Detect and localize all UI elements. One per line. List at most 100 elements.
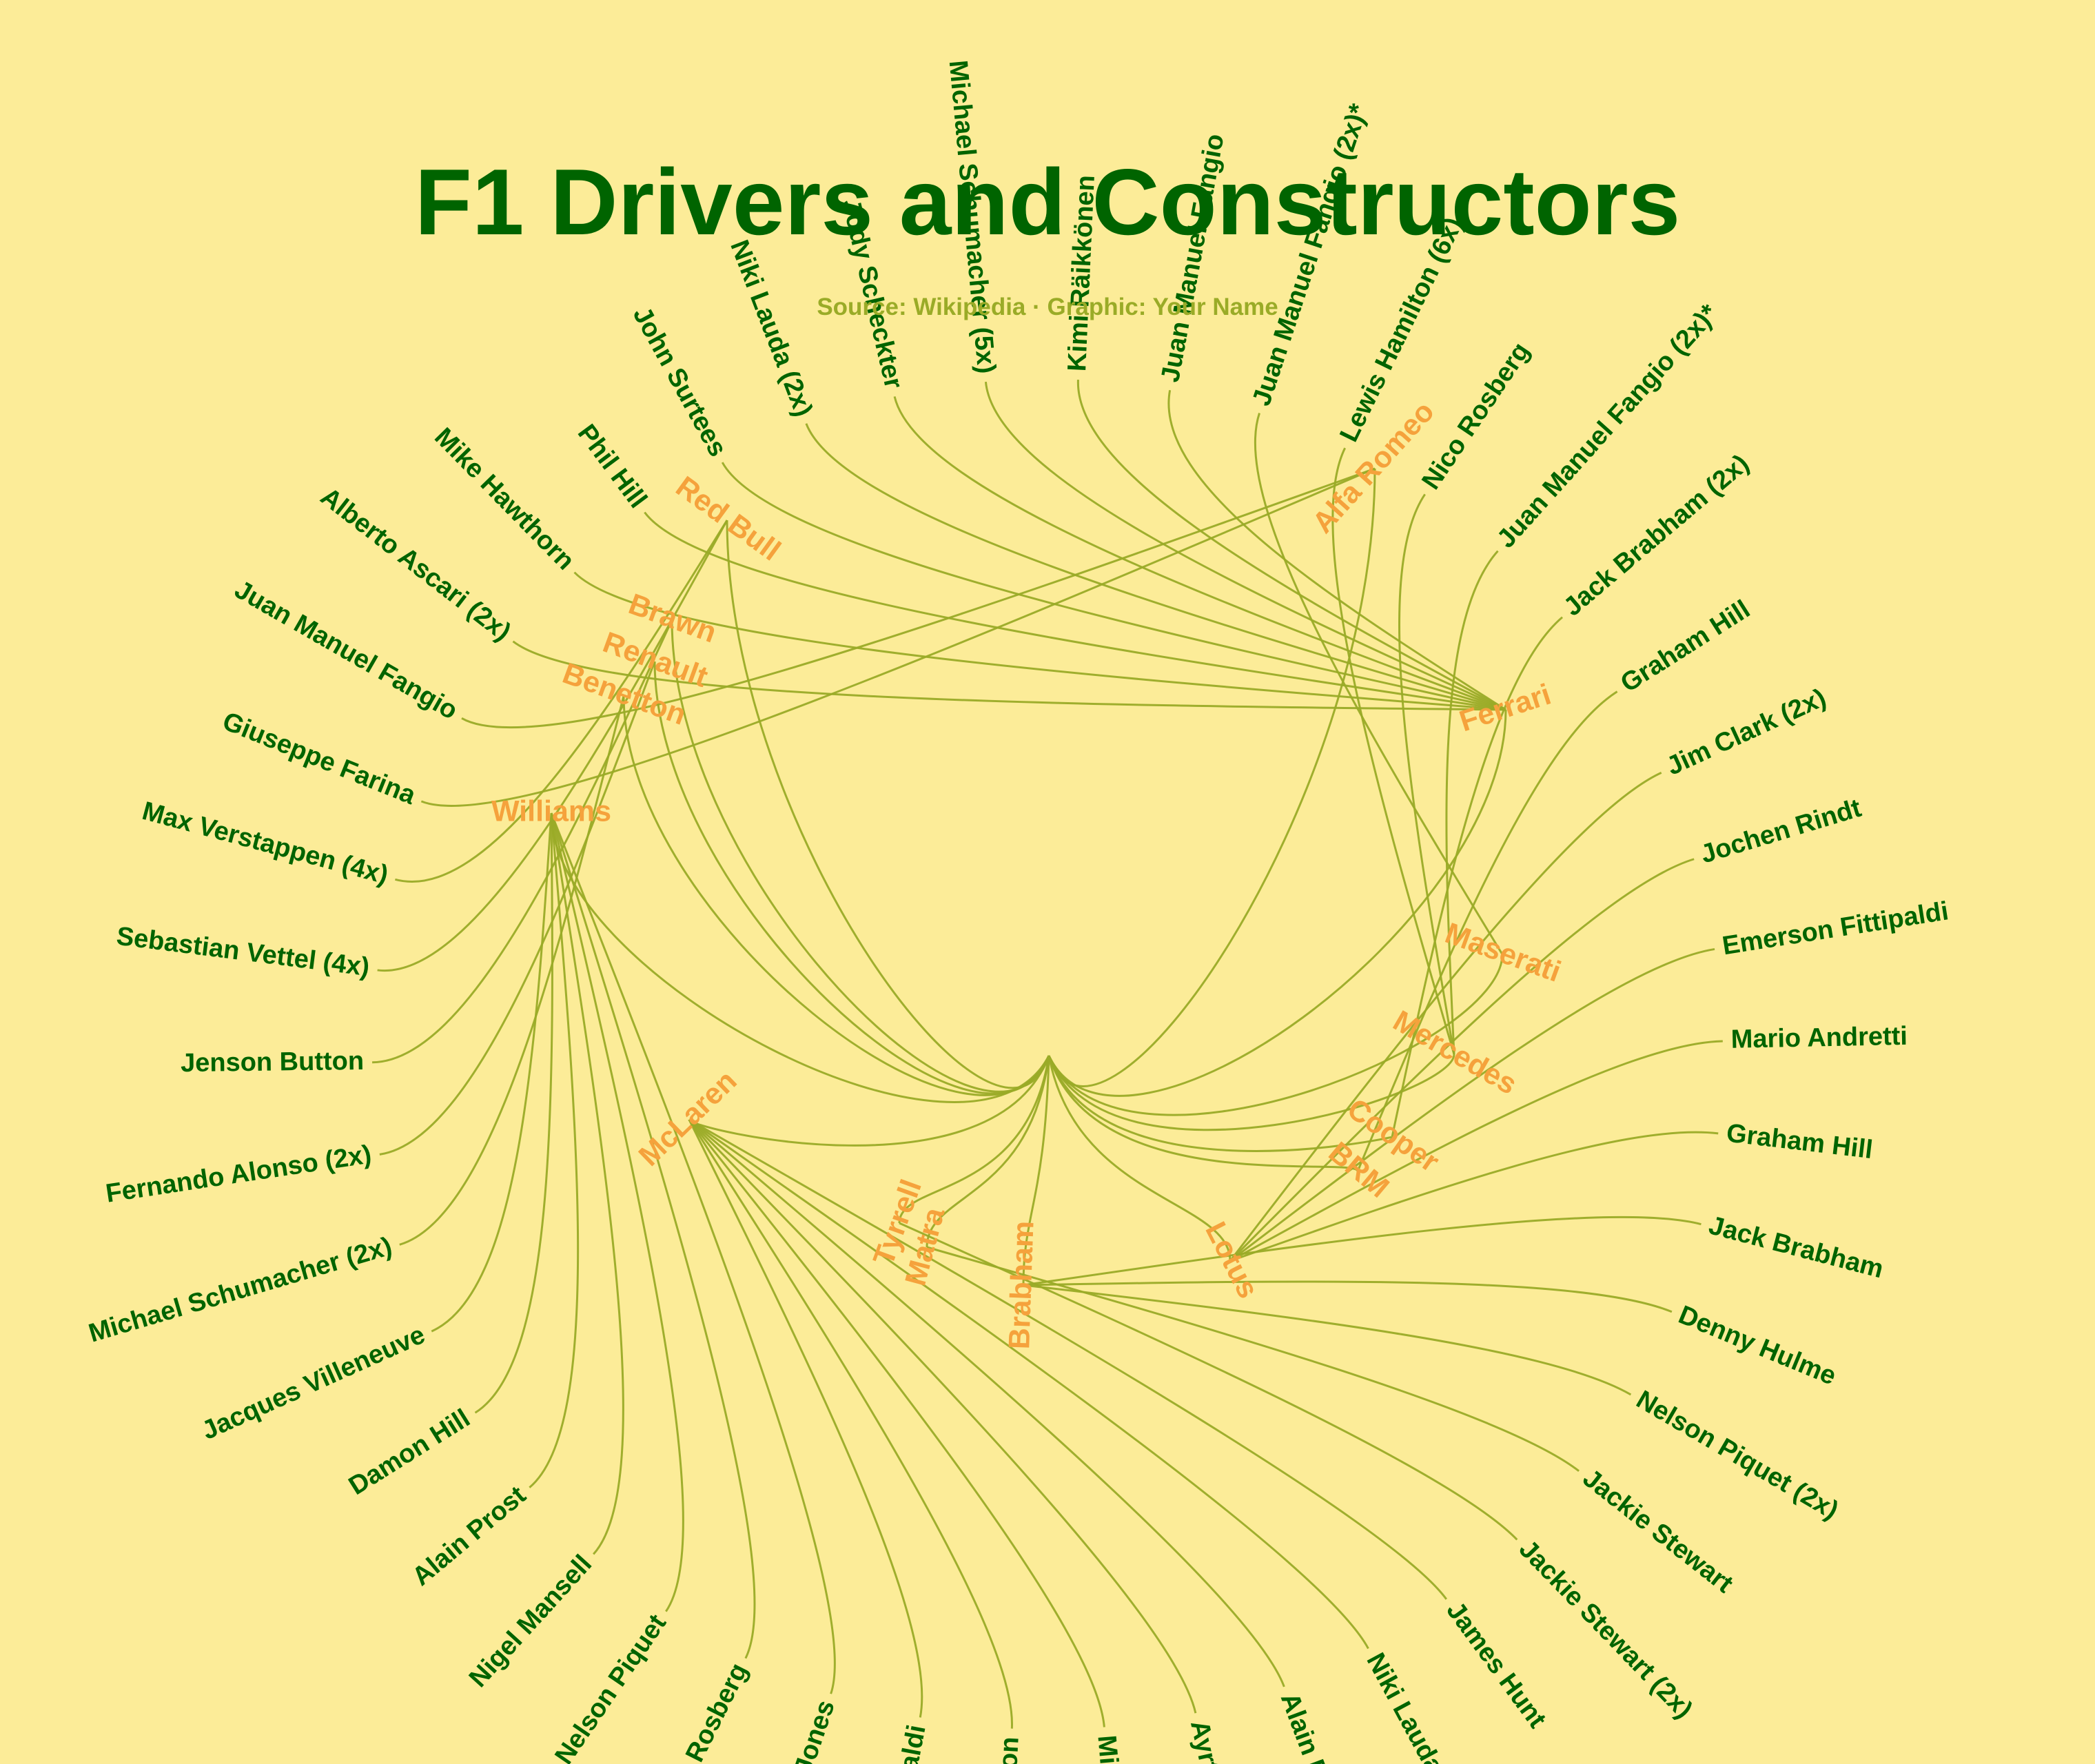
driver-label: Alain Prost [407, 1481, 531, 1592]
link-root-williams [550, 812, 1050, 1103]
driver-label: Mika Häkkinen (2x) [1092, 1734, 1141, 1764]
link-williams-alan-jones [550, 812, 836, 1694]
link-lotus-jim-clark-2x [1229, 771, 1662, 1262]
link-ferrari-mike-hawthorn [573, 571, 1506, 711]
link-mclaren-ayrton-senna-3x [688, 1118, 1197, 1714]
link-ferrari-niki-lauda-2x [805, 423, 1506, 711]
link-root-lotus [1048, 1055, 1232, 1262]
driver-label: Jochen Rindt [1697, 794, 1865, 870]
link-brm-graham-hill [1356, 690, 1618, 1172]
driver-label: Jenson Button [181, 1047, 364, 1078]
link-ferrari-michael-schumacher-5x [984, 381, 1506, 711]
link-ferrari-john-surtees [721, 462, 1506, 711]
link-matra-jackie-stewart [926, 1246, 1580, 1473]
source-credit: Source: Wikipedia · Graphic: Your Name [817, 294, 1278, 320]
link-brabham-nelson-piquet-2x [1023, 1284, 1632, 1396]
driver-label: Mario Andretti [1730, 1022, 1908, 1054]
link-ferrari-alberto-ascari-2x [512, 640, 1506, 711]
driver-label: Jack Brabham [1706, 1211, 1886, 1284]
link-mercedes-nico-rosberg [1398, 493, 1455, 1055]
driver-label: Emerson Fittipaldi [860, 1723, 932, 1764]
link-williams-alain-prost [529, 812, 580, 1488]
driver-label: Jackie Stewart (2x) [1513, 1535, 1698, 1724]
link-alfa-romeo-giuseppe-farina [420, 467, 1376, 807]
link-mclaren-james-hunt [688, 1118, 1447, 1600]
link-mclaren-niki-lauda [688, 1118, 1369, 1650]
driver-label: Keke Rosberg [649, 1659, 754, 1764]
link-ferrari-jody-scheckter [893, 396, 1506, 711]
driver-label: Graham Hill [1615, 595, 1755, 698]
driver-label: Jacques Villeneuve [198, 1320, 429, 1446]
driver-label: John Surtees [627, 302, 733, 461]
link-mclaren-mika-hakkinen-2x [688, 1119, 1105, 1727]
link-brabham-denny-hulme [1023, 1280, 1673, 1313]
driver-label: Nelson Piquet (2x) [1631, 1385, 1843, 1525]
link-williams-nigel-mansell [550, 812, 624, 1555]
link-red-bull-sebastian-vettel-4x [377, 520, 728, 972]
link-root-benetton [622, 695, 1050, 1096]
driver-label: Michael Schumacher (2x) [85, 1232, 396, 1348]
driver-label: Emerson Fittipaldi [1720, 896, 1950, 961]
driver-label: Niki Lauda [1360, 1648, 1449, 1764]
link-root-brawn [671, 619, 1050, 1093]
driver-label: Giuseppe Farina [218, 707, 420, 811]
driver-label: Damon Hill [344, 1404, 475, 1501]
driver-label: Graham Hill [1725, 1119, 1874, 1165]
link-brawn-jenson-button [372, 619, 673, 1064]
link-mclaren-lewis-hamilton [688, 1119, 1013, 1729]
link-maserati-juan-manuel-fangio-2x [1254, 413, 1504, 955]
link-root-matra [926, 1055, 1050, 1248]
link-root-brabham [1022, 1055, 1050, 1286]
driver-label: Jackie Stewart [1577, 1464, 1739, 1599]
link-ferrari-phil-hill [644, 511, 1506, 711]
link-ferrari-juan-manuel-fangio [1167, 389, 1506, 711]
driver-label: Juan Manuel Fangio [229, 575, 462, 726]
driver-label: Jim Clark (2x) [1662, 684, 1830, 781]
driver-label: Mike Hawthorn [429, 422, 580, 575]
link-williams-nelson-piquet [550, 812, 684, 1612]
link-root-cooper [1048, 1055, 1393, 1152]
link-lotus-graham-hill [1229, 1131, 1719, 1262]
link-tyrrell-jackie-stewart-2x [899, 1222, 1518, 1541]
driver-label: Ayrton Senna (3x) [1185, 1718, 1262, 1764]
link-root-mercedes [1048, 1054, 1455, 1131]
links-layer [372, 379, 1723, 1729]
link-red-bull-max-verstappen-4x [395, 520, 728, 883]
constructor-label-williams: Williams [491, 794, 611, 828]
link-mclaren-alain-prost-3x [688, 1118, 1285, 1688]
link-mercedes-juan-manuel-fangio-2x [1445, 550, 1499, 1055]
driver-label: Lewis Hamilton [985, 1736, 1025, 1764]
link-lotus-jochen-rindt [1229, 858, 1695, 1262]
driver-label: Niki Lauda (2x) [724, 236, 818, 420]
driver-label: Max Verstappen (4x) [139, 797, 391, 890]
link-root-red-bull [726, 520, 1050, 1089]
link-root-brm [1048, 1055, 1359, 1172]
driver-label: Phil Hill [572, 419, 653, 513]
link-root-alfa-romeo [1048, 468, 1376, 1087]
constructor-label-maserati: Maserati [1441, 916, 1565, 989]
link-alfa-romeo-juan-manuel-fangio [461, 467, 1376, 729]
driver-label: Nelson Piquet [549, 1609, 672, 1764]
link-mclaren-emerson-fittipaldi [688, 1119, 923, 1718]
link-root-mclaren [688, 1055, 1050, 1147]
driver-label: Denny Hulme [1675, 1300, 1840, 1391]
link-williams-jacques-villeneuve [431, 812, 553, 1333]
page-title: F1 Drivers and Constructors [414, 150, 1681, 254]
link-renault-fernando-alonso-2x [379, 661, 656, 1156]
link-williams-damon-hill [474, 812, 553, 1414]
link-lotus-emerson-fittipaldi [1229, 947, 1715, 1262]
link-ferrari-kimi-raikkonen [1076, 379, 1506, 711]
link-root-renault [653, 661, 1050, 1095]
driver-label: Nigel Mansell [464, 1550, 597, 1693]
link-benetton-michael-schumacher-2x [399, 695, 625, 1246]
driver-label: Sebastian Vettel (4x) [115, 922, 371, 983]
link-root-ferrari [1048, 709, 1507, 1097]
link-mercedes-lewis-hamilton-6x [1331, 447, 1455, 1055]
driver-label: James Hunt [1441, 1597, 1552, 1734]
driver-label: Fernando Alonso (2x) [104, 1140, 374, 1208]
driver-label: Juan Manuel Fangio (2x)* [1247, 101, 1373, 409]
link-root-tyrrell [898, 1055, 1050, 1224]
constructor-label-mclaren: McLaren [633, 1064, 744, 1172]
